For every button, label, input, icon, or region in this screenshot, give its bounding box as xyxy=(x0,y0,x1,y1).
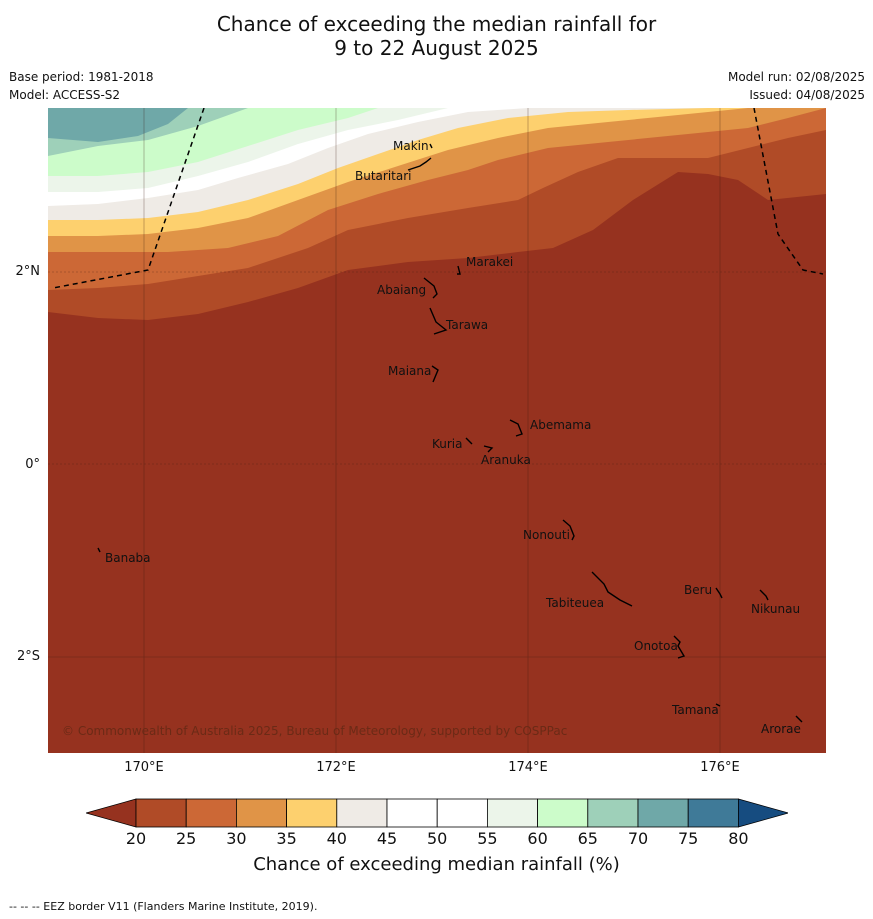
lon-label-170e: 170°E xyxy=(124,760,164,775)
model-name: Model: ACCESS-S2 xyxy=(9,88,121,102)
footer-note: -- -- -- EEZ border V11 (Flanders Marine… xyxy=(9,900,318,913)
rainfall-map xyxy=(48,108,826,753)
island-label-tamana: Tamana xyxy=(672,703,719,717)
colorbar-tick-label: 30 xyxy=(226,829,247,848)
lat-label-2s: 2°S xyxy=(16,649,40,664)
colorbar-tick-label: 60 xyxy=(527,829,548,848)
copyright-notice: © Commonwealth of Australia 2025, Bureau… xyxy=(62,724,568,738)
lat-label-0: 0° xyxy=(25,457,40,472)
lon-label-172e: 172°E xyxy=(316,760,356,775)
colorbar-segment xyxy=(386,798,438,828)
colorbar-segment xyxy=(537,798,589,828)
colorbar-segment xyxy=(286,798,338,828)
island-label-banaba: Banaba xyxy=(105,551,151,565)
island-label-nikunau: Nikunau xyxy=(751,602,801,616)
title-line-2: 9 to 22 August 2025 xyxy=(334,36,539,60)
colorbar-segment xyxy=(486,798,538,828)
lat-label-2n: 2°N xyxy=(15,264,41,279)
colorbar-arrow-low xyxy=(86,798,137,828)
colorbar-tick-label: 75 xyxy=(678,829,699,848)
colorbar-segment xyxy=(637,798,689,828)
colorbar-segment xyxy=(687,798,739,828)
island-label-kuria: Kuria xyxy=(432,437,463,451)
island-label-arorae: Arorae xyxy=(761,722,801,736)
island-label-nonouti: Nonouti xyxy=(523,528,570,542)
colorbar xyxy=(86,798,788,828)
colorbar-tick-label: 65 xyxy=(577,829,598,848)
colorbar-segment xyxy=(436,798,488,828)
island-label-makin: Makin xyxy=(393,139,429,153)
colorbar-tick-label: 20 xyxy=(125,829,147,848)
map-title: Chance of exceeding the median rainfall … xyxy=(0,12,873,60)
colorbar-segments xyxy=(86,798,788,828)
colorbar-tick-label: 50 xyxy=(427,829,448,848)
island-label-abaiang: Abaiang xyxy=(377,283,427,297)
island-label-beru: Beru xyxy=(684,583,713,597)
colorbar-arrow-high xyxy=(738,798,788,828)
island-label-marakei: Marakei xyxy=(466,255,514,269)
band-70-75 xyxy=(48,108,188,142)
island-outlines xyxy=(97,143,803,723)
colorbar-tick-label: 40 xyxy=(326,829,347,848)
lon-label-176e: 176°E xyxy=(700,760,740,775)
colorbar-segment xyxy=(587,798,639,828)
island-label-aranuka: Aranuka xyxy=(481,453,531,467)
base-period: Base period: 1981-2018 xyxy=(9,70,154,84)
colorbar-tick-label: 80 xyxy=(728,829,749,848)
lon-label-174e: 174°E xyxy=(508,760,548,775)
colorbar-segment xyxy=(185,798,237,828)
island-label-tabiteuea: Tabiteuea xyxy=(546,596,605,610)
colorbar-segment xyxy=(135,798,187,828)
island-label-maiana: Maiana xyxy=(388,364,432,378)
island-label-onotoa: Onotoa xyxy=(634,639,678,653)
meta-right: Model run: 02/08/2025 Issued: 04/08/2025 xyxy=(728,68,865,104)
island-label-abemama: Abemama xyxy=(530,418,592,432)
colorbar-segment xyxy=(235,798,287,828)
colorbar-tick-label: 25 xyxy=(176,829,197,848)
colorbar-tick-label: 70 xyxy=(627,829,649,848)
island-label-butaritari: Butaritari xyxy=(355,169,412,183)
issued-date: Issued: 04/08/2025 xyxy=(749,88,865,102)
colorbar-tick-label: 35 xyxy=(276,829,297,848)
eez-border xyxy=(52,108,824,289)
colorbar-tick-label: 55 xyxy=(477,829,498,848)
title-line-1: Chance of exceeding the median rainfall … xyxy=(216,12,657,36)
meta-left: Base period: 1981-2018 Model: ACCESS-S2 xyxy=(9,68,154,104)
colorbar-label: Chance of exceeding median rainfall (%) xyxy=(253,854,620,875)
graticule xyxy=(48,108,826,753)
model-run: Model run: 02/08/2025 xyxy=(727,70,865,84)
colorbar-tick-label: 45 xyxy=(376,829,398,848)
island-label-tarawa: Tarawa xyxy=(446,318,489,332)
colorbar-segment xyxy=(336,798,388,828)
